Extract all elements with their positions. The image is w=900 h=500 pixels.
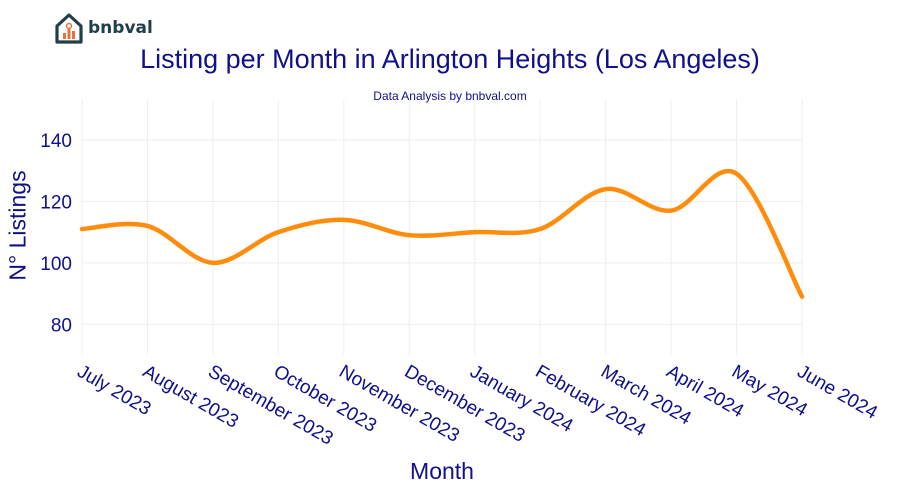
chart-title: Listing per Month in Arlington Heights (… [140,44,760,74]
y-tick-label: 120 [40,192,72,213]
y-tick-label: 80 [51,315,72,336]
x-tick-label: July 2023 [74,361,155,420]
brand-name: bnbval [88,18,153,38]
y-tick-label: 100 [40,254,72,275]
series-line [79,169,805,299]
x-tick-label: February 2024 [532,361,650,441]
house-chart-icon [55,13,83,44]
x-tick-label: June 2024 [794,361,882,424]
y-tick-label: 140 [40,131,72,152]
x-axis-label: Month [410,458,474,484]
chart-subtitle: Data Analysis by bnbval.com [373,89,527,103]
brand-logo: bnbval [54,12,153,44]
